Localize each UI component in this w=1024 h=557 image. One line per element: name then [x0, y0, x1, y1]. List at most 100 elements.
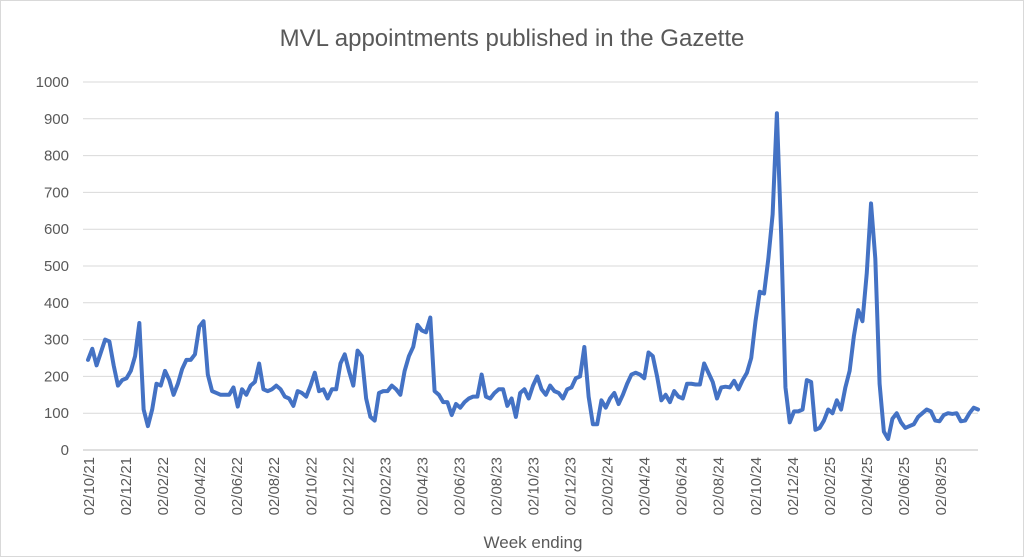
- data-point: [895, 412, 898, 415]
- data-point: [733, 379, 736, 382]
- data-point: [360, 355, 363, 358]
- data-point: [686, 382, 689, 385]
- data-point: [322, 388, 325, 391]
- data-point: [604, 406, 607, 409]
- data-point: [168, 379, 171, 382]
- data-point: [664, 393, 667, 396]
- data-point: [797, 410, 800, 413]
- data-point: [164, 369, 167, 372]
- data-point: [600, 399, 603, 402]
- data-point: [861, 320, 864, 323]
- data-point: [656, 375, 659, 378]
- data-point: [399, 393, 402, 396]
- data-point: [129, 369, 132, 372]
- data-point: [262, 388, 265, 391]
- x-tick-label: 02/04/22: [192, 457, 209, 515]
- data-point: [596, 423, 599, 426]
- data-point: [134, 355, 137, 358]
- x-tick-label: 02/12/22: [340, 457, 357, 515]
- data-point: [617, 403, 620, 406]
- data-point: [844, 386, 847, 389]
- data-point: [228, 393, 231, 396]
- data-point: [707, 371, 710, 374]
- data-point: [857, 309, 860, 312]
- data-point: [95, 364, 98, 367]
- data-point: [270, 388, 273, 391]
- data-point: [497, 388, 500, 391]
- y-tick-label: 400: [44, 295, 69, 312]
- y-tick-label: 500: [44, 258, 69, 275]
- data-point: [335, 388, 338, 391]
- data-point: [403, 369, 406, 372]
- data-point: [681, 397, 684, 400]
- x-tick-label: 02/02/23: [377, 457, 394, 515]
- data-point: [771, 213, 774, 216]
- data-point: [553, 390, 556, 393]
- data-point: [309, 384, 312, 387]
- data-point: [870, 202, 873, 205]
- data-point: [647, 351, 650, 354]
- x-tick-label: 02/02/24: [600, 457, 617, 515]
- data-point: [754, 320, 757, 323]
- x-tick-label: 02/02/22: [155, 457, 172, 515]
- data-point: [489, 397, 492, 400]
- data-point: [172, 393, 175, 396]
- data-point: [544, 393, 547, 396]
- data-point: [425, 331, 428, 334]
- data-point: [561, 397, 564, 400]
- data-point: [386, 390, 389, 393]
- data-point: [112, 364, 115, 367]
- x-tick-label: 02/12/24: [785, 457, 802, 515]
- data-point: [925, 408, 928, 411]
- data-point: [810, 380, 813, 383]
- data-point: [206, 373, 209, 376]
- x-tick-label: 02/10/21: [81, 457, 98, 515]
- data-point: [668, 401, 671, 404]
- data-point: [232, 386, 235, 389]
- data-point: [514, 415, 517, 418]
- x-tick-label: 02/08/24: [711, 457, 728, 515]
- data-point: [793, 410, 796, 413]
- data-point: [557, 391, 560, 394]
- data-point: [493, 391, 496, 394]
- data-point: [959, 420, 962, 423]
- data-point: [951, 412, 954, 415]
- data-point: [484, 395, 487, 398]
- x-tick-label: 02/06/22: [229, 457, 246, 515]
- data-point: [519, 391, 522, 394]
- x-tick-label: 02/04/25: [859, 457, 876, 515]
- y-tick-label: 0: [61, 442, 69, 459]
- data-point: [463, 401, 466, 404]
- data-point: [339, 362, 342, 365]
- data-point: [266, 390, 269, 393]
- data-point: [775, 112, 778, 115]
- gridlines: [83, 81, 978, 451]
- data-point: [848, 369, 851, 372]
- data-point: [549, 384, 552, 387]
- x-tick-label: 02/04/24: [637, 457, 654, 515]
- chart-title: MVL appointments published in the Gazett…: [280, 25, 745, 52]
- data-point: [579, 375, 582, 378]
- x-tick-label: 02/10/24: [748, 457, 765, 515]
- y-tick-label: 1000: [36, 74, 69, 91]
- data-point: [356, 349, 359, 352]
- data-point: [822, 419, 825, 422]
- data-point: [878, 382, 881, 385]
- x-tick-label: 02/06/24: [674, 457, 691, 515]
- data-point: [433, 390, 436, 393]
- data-point: [369, 415, 372, 418]
- data-point: [638, 373, 641, 376]
- data-point: [382, 390, 385, 393]
- data-point: [292, 404, 295, 407]
- data-point: [121, 379, 124, 382]
- x-tick-label: 02/12/21: [118, 457, 135, 515]
- data-point: [921, 412, 924, 415]
- data-point: [904, 426, 907, 429]
- data-point: [690, 382, 693, 385]
- y-tick-label: 600: [44, 221, 69, 238]
- x-tick-label: 02/06/25: [896, 457, 913, 515]
- data-point: [189, 358, 192, 361]
- data-point: [570, 386, 573, 389]
- data-point: [801, 408, 804, 411]
- data-point: [934, 419, 937, 422]
